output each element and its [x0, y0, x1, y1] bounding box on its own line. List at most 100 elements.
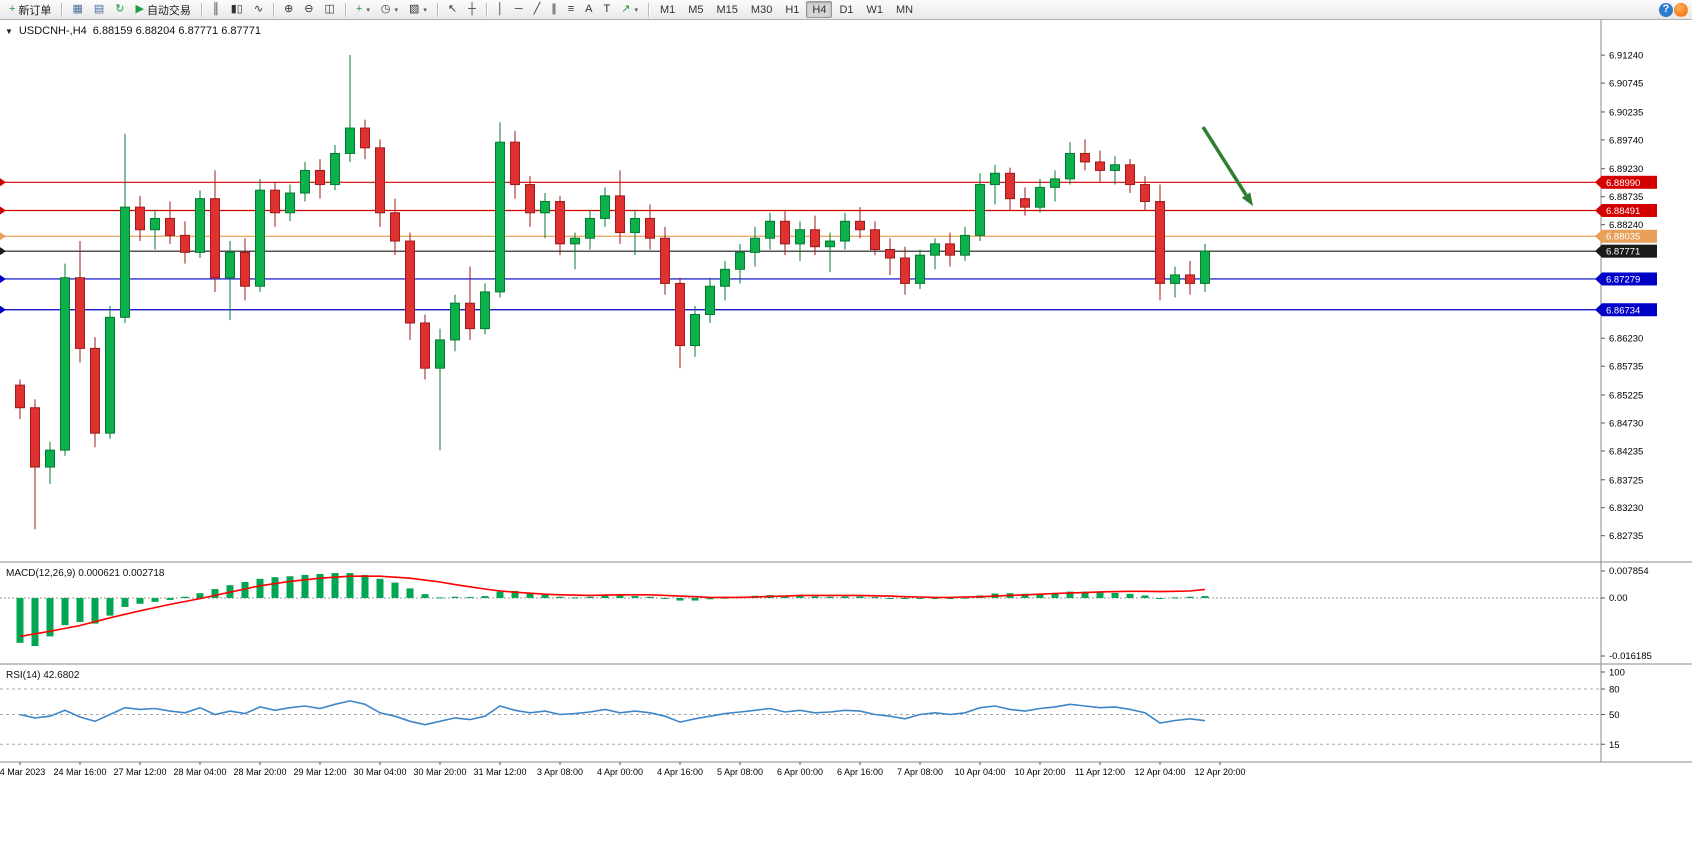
tile-windows-icon: ◫: [324, 3, 335, 15]
tf-m5-button[interactable]: M5: [682, 1, 709, 18]
time-axis-label: 27 Mar 12:00: [113, 767, 166, 777]
candle-down: [360, 127, 370, 149]
price-axis-tick-label: 6.85225: [1609, 391, 1643, 402]
vertical-line-button[interactable]: │: [492, 1, 509, 18]
templates-button[interactable]: ▧ ▾: [404, 1, 432, 18]
candle-down: [885, 249, 895, 259]
horizontal-line-button[interactable]: ─: [510, 1, 528, 18]
cursor-button[interactable]: ↖: [443, 1, 462, 18]
candle-down: [15, 384, 25, 409]
candle-up: [1170, 274, 1180, 284]
chart-plot-area[interactable]: [0, 20, 1692, 844]
trend-arrow-annotation[interactable]: [1201, 126, 1248, 196]
channel-button[interactable]: ∥: [546, 1, 562, 18]
price-axis-tick-label: 6.88240: [1609, 220, 1643, 231]
candlestick-chart-icon: ▮▯: [230, 3, 243, 15]
new-order-button[interactable]: + 新订单: [4, 1, 56, 18]
dropdown-caret-icon: ▾: [394, 6, 398, 14]
text-button[interactable]: A: [580, 1, 597, 18]
candle-down: [510, 141, 520, 186]
macd-histogram-bar: [1126, 593, 1134, 598]
macd-histogram-bar: [856, 596, 864, 598]
candle-down: [135, 206, 145, 231]
tf-m15-button[interactable]: M15: [711, 1, 744, 18]
candles-chart-button[interactable]: ▮▯: [226, 1, 248, 18]
tf-d1-button[interactable]: D1: [833, 1, 859, 18]
bars-chart-button[interactable]: ║: [207, 1, 225, 18]
tf-m30-button-label: M30: [750, 3, 773, 16]
fibonacci-button[interactable]: ≡: [563, 1, 579, 18]
time-axis-label: 11 Apr 12:00: [1075, 767, 1125, 777]
tf-mn-button[interactable]: MN: [890, 1, 919, 18]
hline-left-marker: [0, 206, 6, 215]
rsi-axis-label: 80: [1609, 685, 1620, 696]
macd-histogram-bar: [571, 597, 579, 599]
candle-down: [945, 243, 955, 256]
symbol-dropdown-icon[interactable]: ▼: [5, 26, 13, 36]
chart-window-icon: ▦: [72, 3, 83, 15]
tf-m1-button[interactable]: M1: [654, 1, 681, 18]
trendline-button[interactable]: ╱: [529, 1, 546, 18]
autotrading-button[interactable]: ▶ 自动交易: [130, 1, 195, 18]
macd-histogram-bar: [931, 598, 939, 599]
template-icon: ▧: [408, 3, 420, 15]
periods-button[interactable]: ◷ ▾: [376, 1, 403, 18]
hline-left-marker: [0, 232, 6, 241]
status-indicator[interactable]: [1674, 2, 1688, 17]
arrows-button[interactable]: ↗ ▾: [616, 1, 643, 18]
macd-histogram-bar: [496, 591, 504, 598]
chart-title: USDCNH-,H4: [18, 25, 87, 37]
help-button[interactable]: ?: [1659, 2, 1673, 17]
macd-histogram-bar: [1021, 593, 1029, 598]
price-label-box: [1602, 272, 1657, 286]
price-label-pointer: [1595, 203, 1602, 217]
macd-histogram-bar: [181, 596, 189, 598]
candle-down: [780, 220, 790, 245]
candle-down: [465, 302, 475, 330]
tf-h1-button[interactable]: H1: [779, 1, 805, 18]
macd-histogram-bar: [871, 597, 879, 599]
time-axis-label: 31 Mar 12:00: [473, 767, 526, 777]
zoom-out-button[interactable]: ⊖: [299, 1, 318, 18]
candle-up: [570, 237, 580, 245]
time-axis-label: 6 Apr 16:00: [837, 767, 883, 777]
candle-up: [45, 449, 55, 468]
macd-histogram-bar: [196, 593, 204, 598]
macd-histogram-bar: [76, 598, 84, 622]
candle-up: [150, 217, 160, 231]
time-axis-label: 10 Apr 04:00: [954, 767, 1005, 777]
macd-histogram-bar: [616, 595, 624, 598]
price-axis-tick-label: 6.91240: [1609, 51, 1643, 62]
macd-histogram-bar: [241, 582, 249, 598]
macd-histogram-bar: [316, 574, 324, 598]
refresh-button[interactable]: ↻: [110, 1, 129, 18]
crosshair-button[interactable]: ┼: [463, 1, 481, 18]
candle-down: [270, 189, 280, 214]
tile-windows-button[interactable]: ◫: [320, 1, 340, 18]
candle-down: [1095, 161, 1105, 171]
candle-down: [870, 229, 880, 251]
candle-down: [75, 277, 85, 349]
price-axis-tick-label: 6.83725: [1609, 475, 1643, 486]
candle-down: [555, 201, 565, 245]
zoom-in-button[interactable]: ⊕: [279, 1, 298, 18]
candle-up: [585, 217, 595, 239]
tf-w1-button[interactable]: W1: [861, 1, 890, 18]
candle-up: [825, 240, 835, 248]
charts-button[interactable]: ▦: [67, 1, 87, 18]
indicators-button[interactable]: + ▾: [351, 1, 375, 18]
price-axis-tick-label: 6.90745: [1609, 79, 1643, 90]
text-label-button[interactable]: T: [598, 1, 615, 18]
chart-canvas[interactable]: 6.91240 6.90745 6.90235 6.89740 6.89230 6.887…: [0, 20, 1692, 844]
tf-h4-button[interactable]: H4: [806, 1, 833, 18]
chart-window: 6.91240 6.90745 6.90235 6.89740 6.89230 6.887…: [0, 20, 1692, 844]
profiles-button[interactable]: ▤: [89, 1, 109, 18]
macd-axis-label: 0.007854: [1609, 566, 1649, 577]
line-chart-button[interactable]: ∿: [249, 1, 268, 18]
macd-histogram-bar: [1096, 592, 1104, 598]
tf-m30-button[interactable]: M30: [745, 1, 778, 18]
hline-left-marker: [0, 305, 6, 314]
rsi-axis-label: 100: [1609, 668, 1625, 679]
macd-histogram-bar: [1066, 591, 1074, 598]
macd-histogram-bar: [646, 596, 654, 598]
